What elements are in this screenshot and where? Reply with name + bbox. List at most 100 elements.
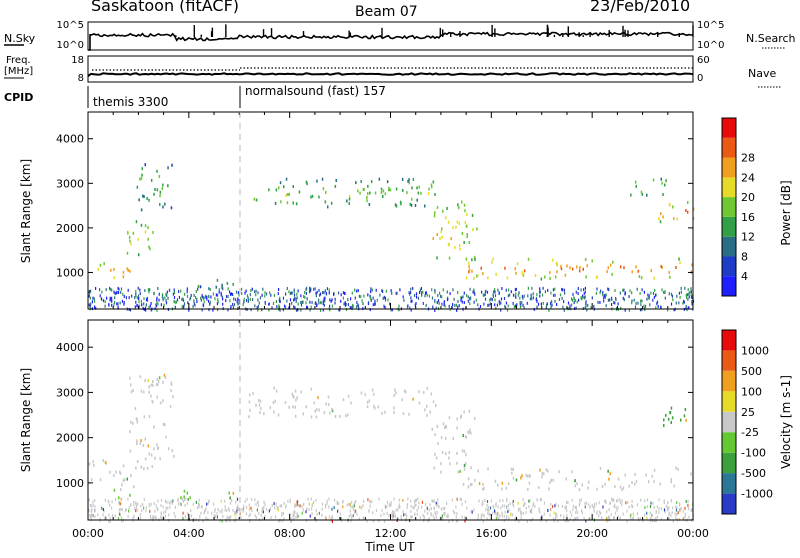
range-cell [186, 491, 189, 495]
range-cell [88, 462, 91, 466]
scatter-cell [216, 302, 218, 306]
scatter-cell [342, 296, 344, 300]
scatter-cell [657, 304, 659, 308]
range-cell [675, 466, 677, 470]
scatter-cell [464, 516, 466, 519]
scatter-cell [438, 301, 440, 305]
scatter-cell [501, 511, 503, 515]
range-cell [449, 462, 451, 466]
range-cell [441, 235, 443, 239]
scatter-cell [488, 303, 490, 307]
scatter-cell [150, 502, 152, 506]
scatter-cell [422, 514, 424, 517]
scatter-cell [658, 507, 660, 511]
range-cell [586, 264, 588, 268]
power-colorbar-label: Power [dB] [779, 180, 793, 245]
scatter-cell [475, 298, 477, 302]
scatter-cell [386, 505, 388, 508]
nsearch-tick-bottom: 10^0 [697, 40, 724, 51]
range-cell [150, 453, 153, 457]
scatter-cell [110, 288, 112, 291]
scatter-cell [135, 505, 138, 509]
scatter-cell [577, 516, 579, 520]
cpid-segment-1: themis 3300 [93, 95, 168, 109]
scatter-cell [504, 304, 506, 308]
scatter-cell [393, 510, 395, 514]
range-cell [418, 185, 420, 189]
scatter-cell [519, 305, 522, 309]
scatter-cell [324, 299, 326, 303]
scatter-cell [223, 499, 226, 503]
scatter-cell [263, 500, 265, 504]
colorbar-tick-label: -25 [741, 426, 759, 439]
scatter-cell [518, 291, 520, 295]
scatter-cell [483, 293, 485, 297]
range-cell [316, 179, 318, 183]
scatter-cell [378, 519, 380, 523]
scatter-cell [249, 297, 251, 301]
scatter-cell [207, 501, 209, 505]
scatter-cell [291, 291, 293, 295]
scatter-cell [467, 295, 469, 299]
range-cell [445, 436, 447, 440]
scatter-cell [392, 514, 394, 518]
scatter-cell [567, 301, 570, 305]
scatter-cell [473, 289, 475, 293]
scatter-cell [425, 303, 427, 307]
scatter-cell [654, 288, 656, 292]
scatter-cell [306, 297, 308, 301]
scatter-cell [123, 301, 125, 304]
scatter-cell [607, 515, 610, 519]
range-cell [556, 270, 558, 274]
scatter-cell [111, 514, 113, 518]
range-cell [335, 179, 337, 182]
scatter-cell [384, 306, 386, 310]
scatter-cell [614, 301, 616, 305]
scatter-cell [204, 509, 206, 513]
scatter-cell [164, 510, 167, 513]
scatter-cell [131, 294, 133, 298]
scatter-cell [384, 296, 386, 300]
scatter-cell [161, 517, 163, 521]
scatter-cell [646, 498, 649, 502]
range-cell [646, 193, 648, 197]
scatter-cell [526, 301, 528, 305]
scatter-cell [574, 506, 576, 509]
scatter-cell [281, 519, 283, 523]
range-cell [543, 472, 545, 476]
scatter-cell [403, 298, 405, 302]
scatter-cell [144, 289, 146, 293]
x-tick-label: 08:00 [274, 527, 306, 540]
range-cell [162, 183, 164, 187]
scatter-cell [274, 506, 276, 510]
scatter-cell [180, 289, 182, 293]
scatter-cell [221, 519, 223, 523]
scatter-cell [187, 512, 189, 516]
scatter-cell [118, 512, 121, 516]
scatter-cell [350, 297, 352, 301]
scatter-cell [173, 512, 175, 515]
scatter-cell [145, 506, 147, 510]
scatter-cell [134, 305, 136, 309]
scatter-cell [340, 299, 342, 303]
scatter-cell [676, 513, 678, 516]
range-cell [564, 273, 567, 277]
scatter-cell [368, 509, 370, 513]
range-cell [148, 452, 151, 456]
range-cell [442, 422, 445, 426]
range-cell [269, 406, 272, 410]
scatter-cell [300, 308, 302, 312]
range-cell [92, 460, 94, 464]
scatter-cell [457, 291, 459, 294]
range-cell [130, 242, 132, 246]
scatter-cell [424, 294, 426, 298]
range-cell [143, 390, 145, 394]
scatter-cell [328, 291, 330, 295]
scatter-cell [416, 512, 418, 516]
scatter-cell [691, 302, 693, 306]
scatter-cell [487, 508, 489, 512]
scatter-cell [394, 513, 396, 517]
scatter-cell [387, 298, 389, 302]
range-cell [295, 414, 297, 418]
scatter-cell [224, 508, 226, 512]
